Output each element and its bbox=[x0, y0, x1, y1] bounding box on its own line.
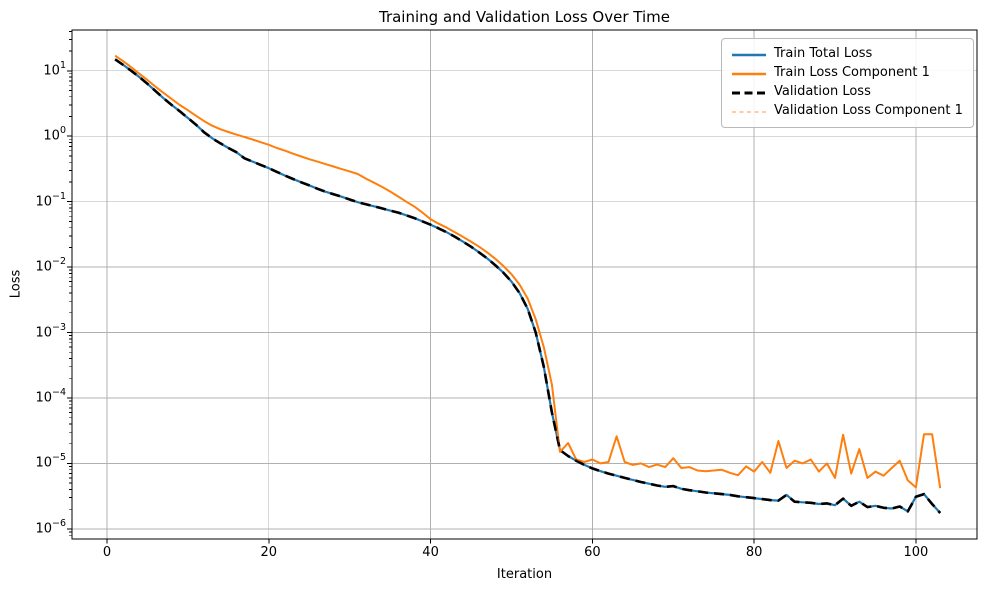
y-axis-label: Loss bbox=[8, 269, 24, 299]
x-tick-label: 0 bbox=[102, 545, 112, 560]
series-line-train-loss-component-1 bbox=[114, 54, 942, 489]
legend-item: Validation Loss Component 1 bbox=[730, 102, 965, 121]
y-tick-label: 100 bbox=[43, 125, 66, 144]
x-tick-label: 100 bbox=[903, 545, 929, 560]
legend: Train Total Loss Train Loss Component 1 Va… bbox=[721, 38, 974, 128]
legend-item: Train Loss Component 1 bbox=[730, 64, 965, 83]
legend-label: Validation Loss bbox=[774, 84, 871, 100]
x-tick-label: 20 bbox=[260, 545, 278, 560]
legend-line-sample bbox=[732, 91, 766, 94]
x-tick-label: 40 bbox=[422, 545, 439, 560]
chart-title: Training and Validation Loss Over Time bbox=[378, 8, 670, 26]
y-tick-label: 10−2 bbox=[35, 256, 66, 275]
y-tick-label: 10−3 bbox=[35, 321, 66, 340]
legend-label: Train Total Loss bbox=[774, 46, 873, 62]
legend-item: Validation Loss bbox=[730, 83, 965, 102]
legend-line-sample bbox=[732, 53, 766, 56]
series-line-validation-loss-component-1 bbox=[114, 55, 941, 489]
legend-label: Validation Loss Component 1 bbox=[774, 103, 963, 119]
x-axis-label: Iteration bbox=[496, 567, 553, 582]
x-tick-label: 80 bbox=[745, 545, 763, 560]
legend-item: Train Total Loss bbox=[730, 45, 965, 64]
x-tick-label: 60 bbox=[584, 545, 601, 560]
plot-border bbox=[71, 29, 978, 540]
legend-line-sample bbox=[732, 72, 766, 75]
legend-label: Train Loss Component 1 bbox=[774, 65, 930, 81]
legend-line-sample bbox=[732, 110, 766, 113]
y-tick-label: 10−4 bbox=[35, 386, 66, 406]
y-tick-label: 10−5 bbox=[35, 452, 66, 471]
y-tick-label: 10−1 bbox=[35, 190, 66, 209]
series-line-train-total-loss bbox=[114, 58, 942, 514]
y-tick-label: 10−6 bbox=[35, 517, 66, 537]
y-tick-label: 101 bbox=[43, 59, 66, 79]
